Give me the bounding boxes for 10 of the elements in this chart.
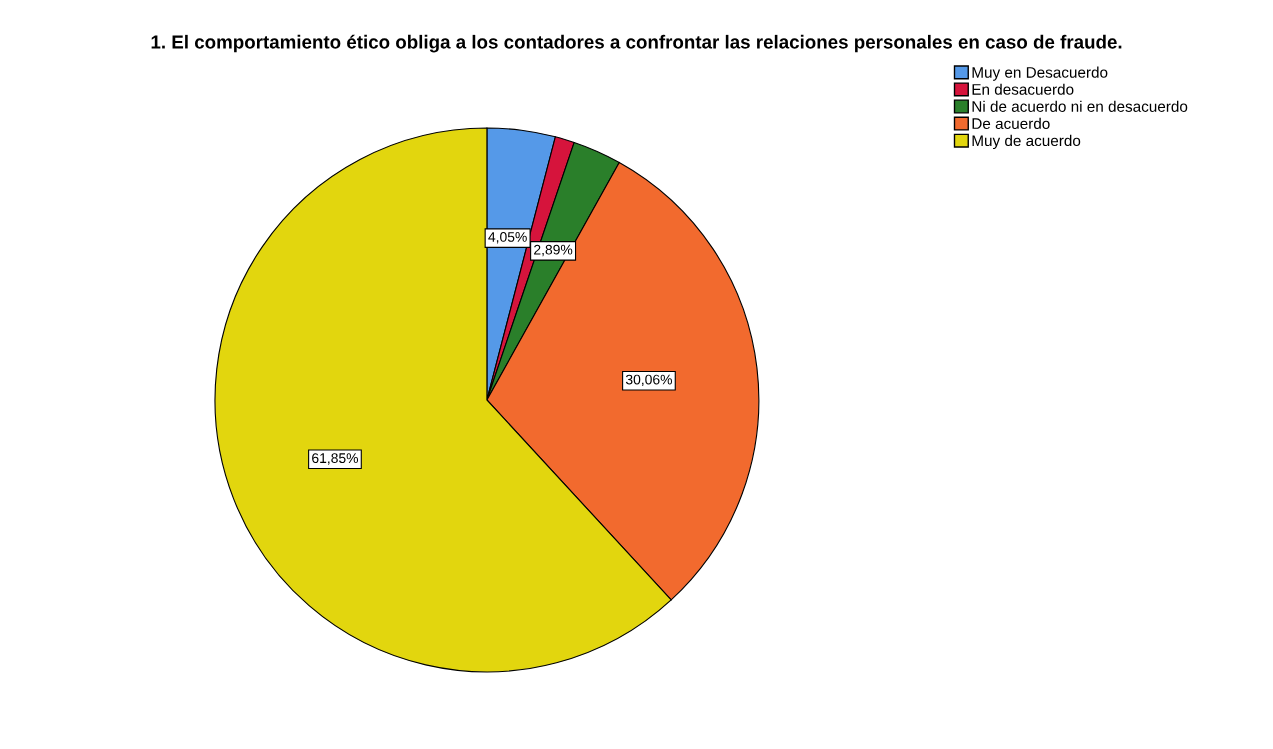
data-label: 30,06% <box>625 374 672 387</box>
legend-label: Muy de acuerdo <box>972 134 1081 150</box>
legend-label: Ni de acuerdo ni en desacuerdo <box>972 100 1188 112</box>
legend-label: En desacuerdo <box>972 83 1074 95</box>
data-label: 4,05% <box>488 232 527 244</box>
legend-label: Muy en Desacuerdo <box>972 66 1108 81</box>
data-label: 2,89% <box>534 244 573 257</box>
chart-title: 1. El comportamiento ético obliga a los contadores a confrontar las relaciones personales en caso de fraude. <box>151 34 1122 53</box>
legend-label: De acuerdo <box>972 117 1050 130</box>
data-label: 61,85% <box>312 453 359 465</box>
